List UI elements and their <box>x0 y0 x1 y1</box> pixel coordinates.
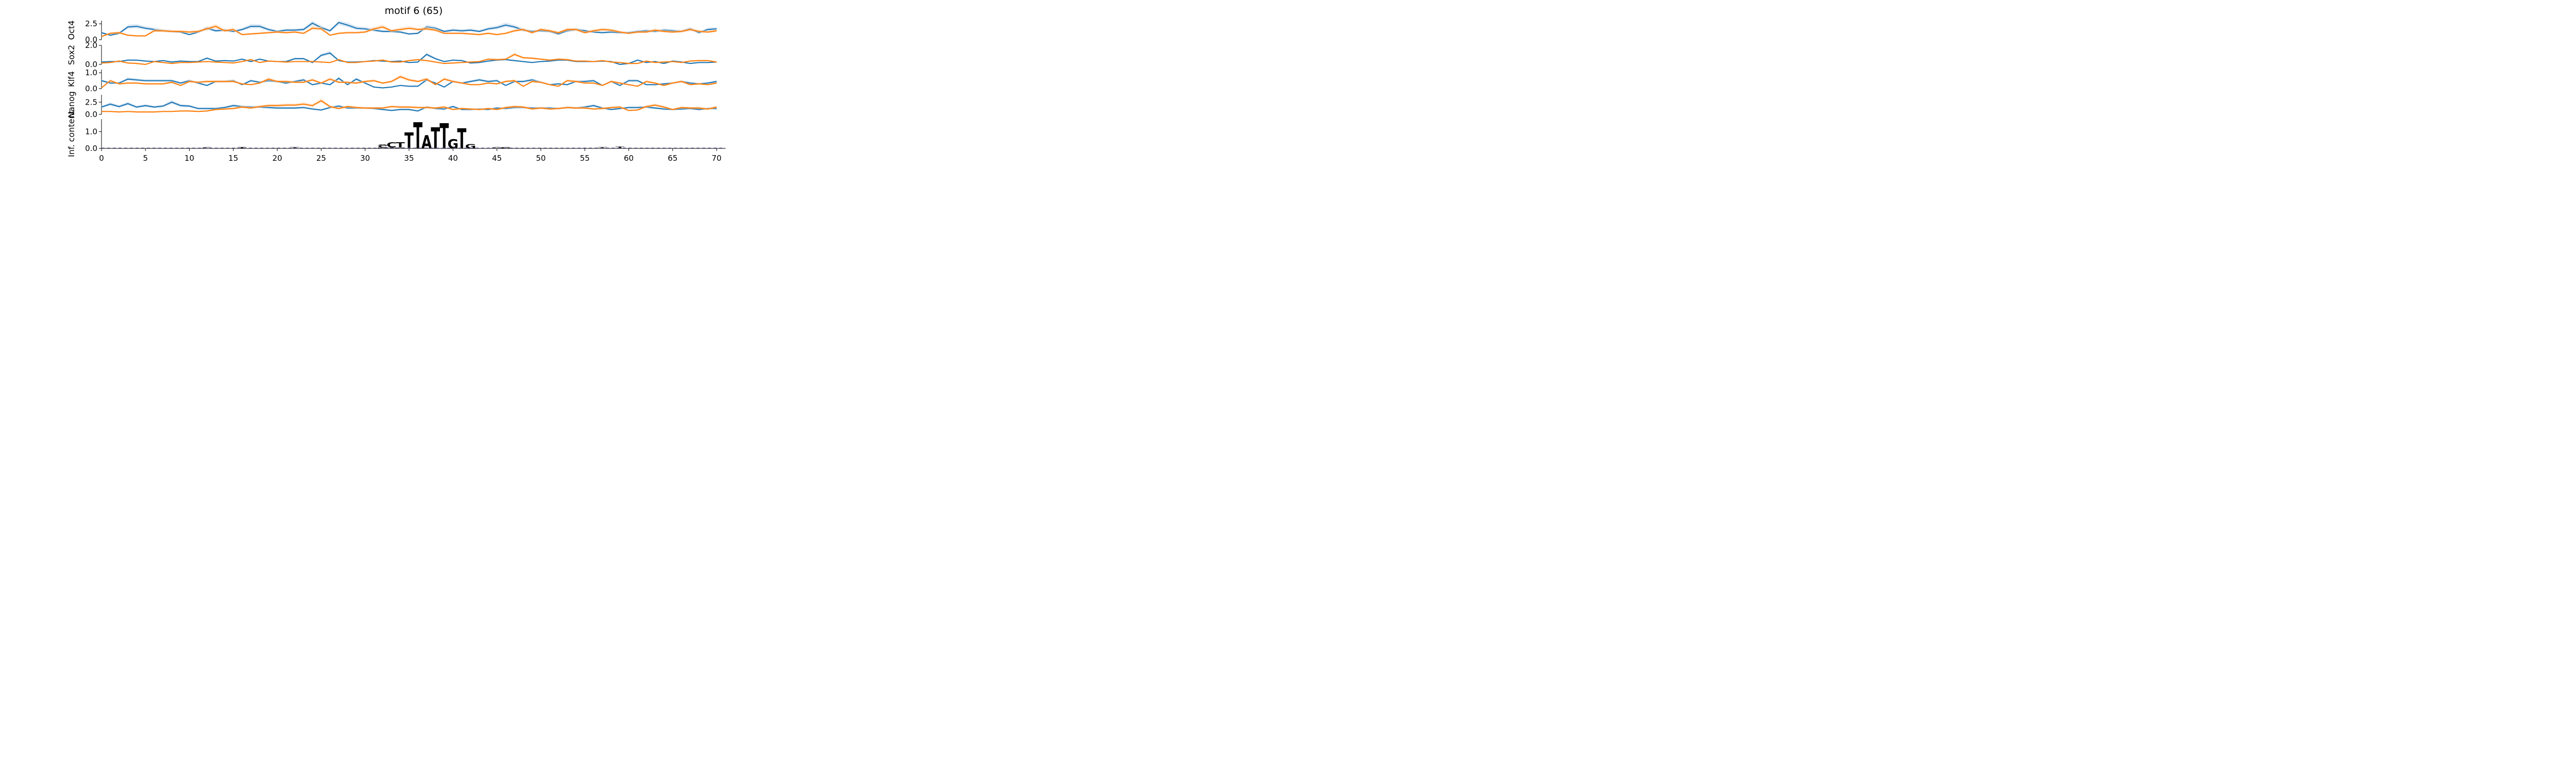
y-axis-label: Inf. content <box>66 110 76 157</box>
logo-letter-A: A <box>378 144 388 146</box>
logo-letter-G: G <box>465 143 477 149</box>
x-tick-label: 65 <box>668 154 677 163</box>
logo-letter-T: T <box>238 147 247 149</box>
x-tick-label: 10 <box>184 154 194 163</box>
logo-letter-T: T <box>431 122 440 156</box>
x-tick-label: 35 <box>404 154 414 163</box>
logo-letter-C: C <box>378 145 387 148</box>
series-line <box>101 25 717 37</box>
series-line <box>101 54 717 65</box>
logo-letter-T: T <box>457 123 466 155</box>
y-tick-label: 0.0 <box>85 35 97 44</box>
y-tick-label: 0.0 <box>85 60 97 69</box>
y-tick-label: 0.0 <box>85 84 97 93</box>
x-tick-label: 30 <box>360 154 370 163</box>
y-tick-label: 2.0 <box>85 41 97 50</box>
figure: motif 6 (65) 0.0 2.5 Oct4 0.0 2.0 Sox2 0.0 1.0 K… <box>0 0 808 169</box>
logo-letter-G: G <box>492 147 503 149</box>
x-tick-label: 0 <box>99 154 104 163</box>
y-axis-label: Nanog <box>66 91 76 118</box>
x-tick-label: 5 <box>143 154 148 163</box>
logo-letter-C: C <box>386 141 396 149</box>
x-tick-label: 20 <box>273 154 282 163</box>
logo-letter-T: T <box>413 115 422 157</box>
chart-title: motif 6 (65) <box>385 5 443 16</box>
y-axis-label: Sox2 <box>66 45 76 65</box>
x-tick-label: 55 <box>580 154 590 163</box>
logo-letter-G: G <box>377 147 388 149</box>
logo-letter-T: T <box>396 141 405 149</box>
y-tick-label: 0.0 <box>85 144 97 153</box>
y-tick-label: 2.5 <box>85 19 97 28</box>
x-tick-label: 50 <box>536 154 546 163</box>
y-tick-label: 0.0 <box>85 110 97 119</box>
x-tick-label: 25 <box>316 154 326 163</box>
series-line <box>101 100 717 113</box>
series-confidence-band <box>101 98 717 112</box>
x-tick-label: 60 <box>624 154 634 163</box>
x-tick-label: 70 <box>711 154 721 163</box>
x-tick-label: 45 <box>492 154 502 163</box>
logo-letter-T: T <box>404 128 414 154</box>
series-line <box>101 76 717 89</box>
x-tick-label: 15 <box>228 154 238 163</box>
motif-chart: motif 6 (65) 0.02.5Oct40.02.0Sox20.01.0K… <box>66 5 725 163</box>
y-axis-label: Klf4 <box>66 71 76 87</box>
x-tick-label: 40 <box>448 154 458 163</box>
logo-letter-G: G <box>395 147 406 149</box>
logo-letter-T: T <box>439 116 449 157</box>
y-tick-label: 1.0 <box>85 127 97 136</box>
logo-letter-C: C <box>202 147 212 149</box>
series-line <box>101 102 717 112</box>
y-axis-label: Oct4 <box>66 21 76 40</box>
logo-letter-A: A <box>421 132 432 153</box>
y-tick-label: 1.0 <box>85 68 97 77</box>
series-confidence-band <box>101 24 717 37</box>
y-tick-label: 2.5 <box>85 97 97 107</box>
